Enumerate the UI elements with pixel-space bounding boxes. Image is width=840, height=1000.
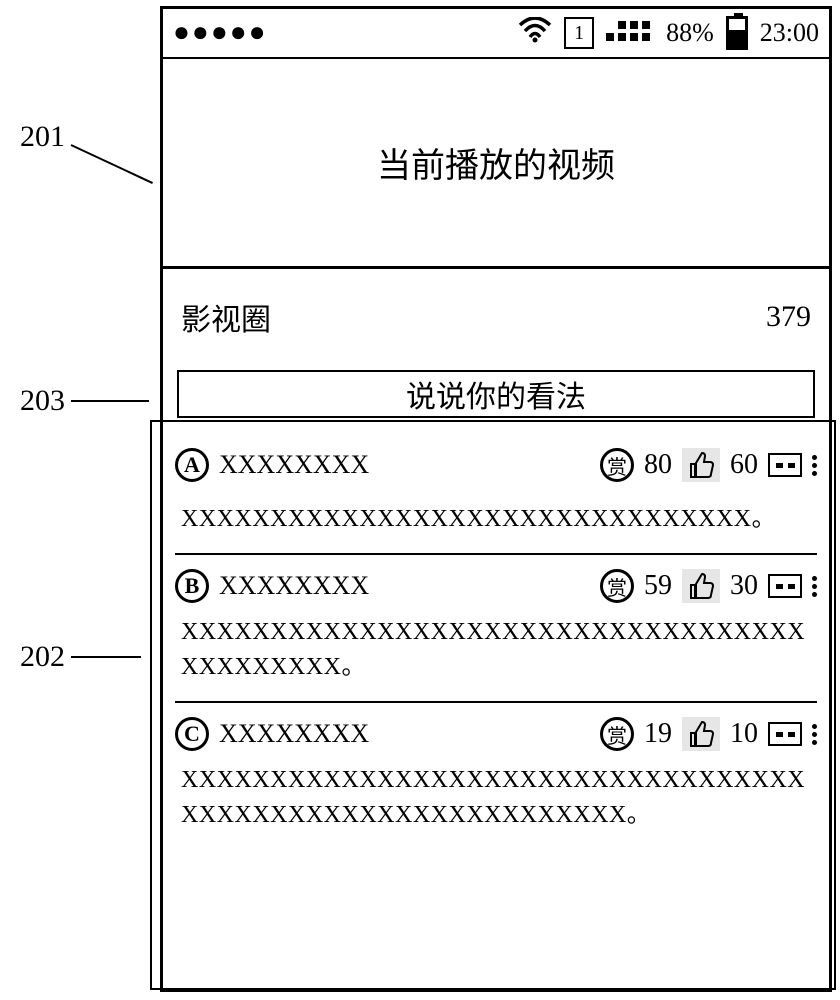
comment-username: XXXXXXXX [219, 571, 369, 601]
reward-icon[interactable]: 赏 [600, 448, 634, 482]
carrier-dots: ●●●●● [173, 17, 268, 49]
reply-icon[interactable] [768, 722, 802, 746]
callout-203: 203 [20, 384, 149, 418]
like-count: 30 [730, 570, 758, 602]
comment-username: XXXXXXXX [219, 719, 369, 749]
clock: 23:00 [760, 18, 819, 48]
battery-percent: 88% [666, 18, 714, 48]
reward-count: 19 [644, 718, 672, 750]
comment-input-placeholder: 说说你的看法 [406, 372, 586, 416]
section-label: 影视圈 [181, 295, 271, 339]
reward-count: 80 [644, 449, 672, 481]
wifi-icon [518, 17, 552, 50]
signal-icon [606, 15, 654, 52]
callout-203-label: 203 [20, 384, 65, 418]
comment-item: B XXXXXXXX 赏 59 30 XXXXXXXXXXXXXXXXXXXXX… [175, 553, 817, 701]
phone-frame: ●●●●● 1 [160, 6, 832, 992]
like-icon[interactable] [682, 448, 720, 482]
like-icon[interactable] [682, 569, 720, 603]
like-count: 10 [730, 718, 758, 750]
status-bar: ●●●●● 1 [163, 9, 829, 59]
comment-username: XXXXXXXX [219, 450, 369, 480]
video-player-area[interactable]: 当前播放的视频 [163, 59, 829, 269]
more-icon[interactable] [812, 576, 817, 597]
like-icon[interactable] [682, 717, 720, 751]
comment-input[interactable]: 说说你的看法 [177, 370, 815, 418]
more-icon[interactable] [812, 455, 817, 476]
reward-count: 59 [644, 570, 672, 602]
video-title: 当前播放的视频 [377, 138, 615, 187]
comment-item: A XXXXXXXX 赏 80 60 XXXXXXXXXXXXXXXXXXXXX… [175, 434, 817, 553]
comment-item: C XXXXXXXX 赏 19 10 XXXXXXXXXXXXXXXXXXXXX… [175, 701, 817, 849]
comment-body: XXXXXXXXXXXXXXXXXXXXXXXXXXXXXXXXXXXXXXXX… [175, 767, 817, 829]
callout-201-label: 201 [20, 120, 65, 154]
comments-list: A XXXXXXXX 赏 80 60 XXXXXXXXXXXXXXXXXXXXX… [163, 428, 829, 849]
status-right: 1 88% 23:00 [518, 15, 819, 52]
comment-body: XXXXXXXXXXXXXXXXXXXXXXXXXXXXXXXXXXXXXXXX… [175, 619, 817, 681]
avatar-icon[interactable]: A [175, 448, 209, 482]
avatar-icon[interactable]: B [175, 569, 209, 603]
battery-icon [726, 16, 748, 50]
section-header: 影视圈 379 [163, 269, 829, 364]
callout-202-label: 202 [20, 640, 65, 674]
section-count: 379 [766, 300, 811, 334]
more-icon[interactable] [812, 724, 817, 745]
avatar-icon[interactable]: C [175, 717, 209, 751]
callout-201: 201 [20, 120, 161, 154]
comment-input-wrap: 说说你的看法 [163, 364, 829, 428]
sim-icon: 1 [564, 17, 594, 49]
callout-202: 202 [20, 640, 141, 674]
reward-icon[interactable]: 赏 [600, 569, 634, 603]
comment-body: XXXXXXXXXXXXXXXXXXXXXXXXXXXXXXXX。 [175, 498, 817, 533]
like-count: 60 [730, 449, 758, 481]
reply-icon[interactable] [768, 453, 802, 477]
reply-icon[interactable] [768, 574, 802, 598]
reward-icon[interactable]: 赏 [600, 717, 634, 751]
